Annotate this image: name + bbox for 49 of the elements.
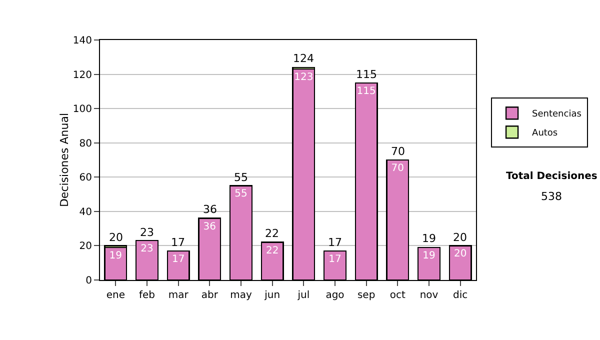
total-label: 115 (356, 68, 377, 81)
x-tick-label: sep (357, 290, 376, 301)
data-label: 22 (266, 245, 279, 256)
total-label: 17 (171, 236, 185, 249)
data-label: 20 (454, 248, 467, 260)
data-label: 17 (328, 254, 342, 265)
data-label: 70 (391, 163, 404, 174)
y-tick-label: 80 (79, 138, 92, 150)
data-label: 19 (422, 250, 436, 262)
x-tick-label: abr (201, 290, 219, 301)
total-label: 23 (140, 226, 154, 239)
y-tick-label: 0 (86, 276, 92, 286)
x-tick-label: feb (138, 290, 156, 301)
total-label: 124 (293, 52, 314, 65)
y-tick-label: 120 (72, 70, 92, 81)
x-tick-label: nov (420, 290, 438, 301)
total-label: 17 (328, 236, 342, 249)
x-tick-label: ago (326, 290, 344, 301)
total-label: 55 (234, 171, 248, 184)
legend-label: Sentencias (532, 110, 582, 120)
x-tick-label: mar (168, 290, 190, 301)
text: 538 (541, 190, 562, 203)
x-tick-label: oct (390, 290, 406, 301)
total-label: 19 (422, 232, 436, 245)
total-label: 36 (203, 203, 217, 216)
total-label: 20 (109, 231, 123, 244)
data-label: 123 (294, 72, 314, 84)
data-label: 19 (109, 250, 122, 262)
y-tick-label: 140 (72, 36, 92, 46)
x-tick-label: jun (264, 290, 280, 301)
total-label: 20 (453, 231, 467, 244)
x-tick-label: may (230, 290, 252, 301)
y-tick-label: 20 (79, 241, 92, 252)
y-axis-title: Decisiones Anual (58, 112, 71, 208)
y-tick-label: 60 (79, 172, 92, 184)
data-label: 23 (140, 244, 154, 255)
data-label: 36 (203, 221, 216, 232)
data-label: 55 (234, 188, 248, 200)
y-tick-label: 40 (79, 206, 92, 218)
y-tick-label: 100 (72, 104, 92, 116)
x-tick-label: jul (296, 290, 310, 301)
total-label: 70 (391, 145, 405, 158)
x-tick-label: ene (106, 290, 125, 301)
legend-label: Autos (532, 128, 558, 139)
total-label: 22 (265, 227, 279, 240)
data-label: 17 (172, 254, 185, 265)
x-tick-label: dic (453, 290, 468, 301)
text: Total Decisiones (506, 171, 598, 182)
data-label: 115 (356, 86, 376, 97)
